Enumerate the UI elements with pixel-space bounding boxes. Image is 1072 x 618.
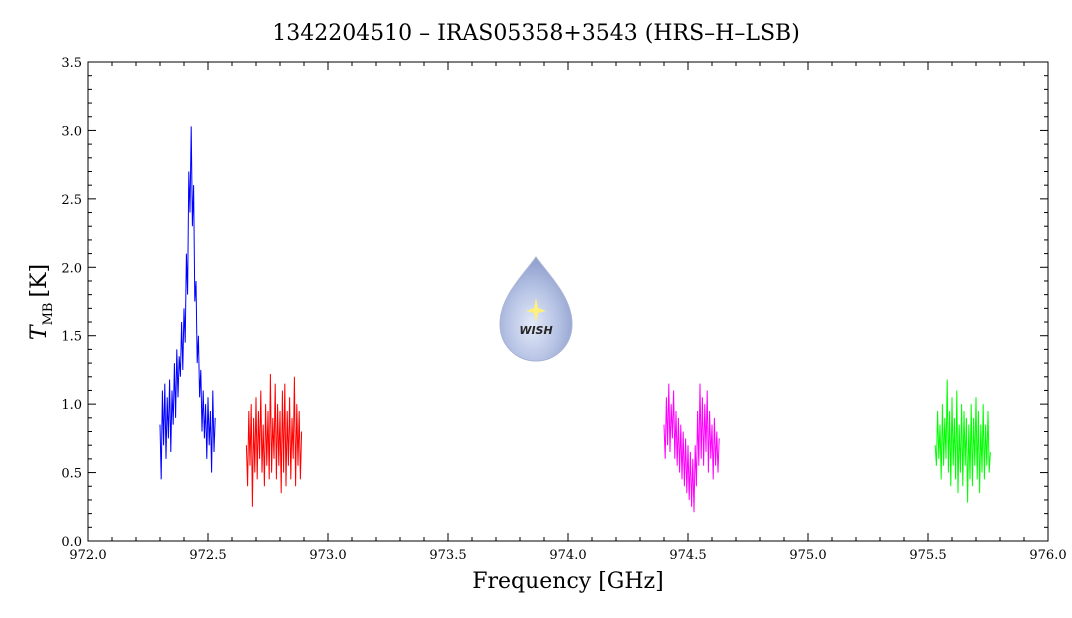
- y-tick-label: 1.5: [61, 330, 82, 345]
- y-tick-label: 2.5: [61, 193, 82, 208]
- y-tick-label: 3.5: [61, 56, 82, 71]
- x-tick-label: 973.0: [309, 548, 346, 563]
- x-tick-label: 975.0: [789, 548, 826, 563]
- x-axis-label: Frequency [GHz]: [472, 569, 664, 594]
- x-tick-label: 972.5: [189, 548, 226, 563]
- y-tick-label: 3.0: [61, 124, 82, 139]
- x-tick-label: 976.0: [1029, 548, 1066, 563]
- plot-frame: [87, 61, 1049, 542]
- y-tick-label: 0.5: [61, 467, 82, 482]
- spectrum-line: [159, 126, 216, 480]
- y-tick-label: 1.0: [61, 398, 82, 413]
- x-tick-label: 974.5: [669, 548, 706, 563]
- x-tick-label: 974.0: [549, 548, 586, 563]
- x-tick-label: 973.5: [429, 548, 466, 563]
- y-label-subscript: MB: [41, 303, 56, 326]
- chart-title: 1342204510 – IRAS05358+3543 (HRS–H–LSB): [272, 21, 800, 46]
- logo-star: [526, 298, 546, 322]
- logo-text: WISH: [519, 324, 552, 337]
- spectrum-line: [934, 379, 991, 503]
- y-tick-label: 2.0: [61, 261, 82, 276]
- y-label-unit: [K]: [27, 264, 52, 298]
- y-axis-label: TMB [K]: [27, 264, 56, 340]
- logo: WISH: [499, 256, 573, 362]
- x-tick-label: 975.5: [909, 548, 946, 563]
- x-tick-label: 972.0: [69, 548, 106, 563]
- spectrum-line: [663, 383, 720, 513]
- y-tick-label: 0.0: [61, 535, 82, 550]
- y-label-symbol: T: [27, 323, 52, 340]
- spectrum-line: [245, 374, 303, 507]
